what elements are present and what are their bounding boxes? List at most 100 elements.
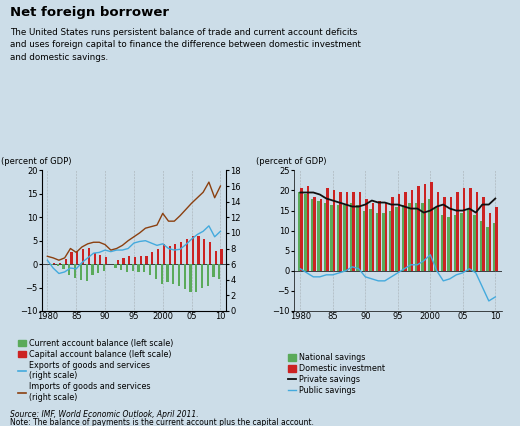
Bar	[88, 248, 90, 264]
Bar	[64, 259, 67, 264]
Bar	[74, 264, 76, 278]
Bar	[151, 252, 153, 264]
Bar	[180, 242, 182, 264]
Bar	[155, 264, 157, 279]
Bar	[450, 196, 452, 271]
Text: Source: IMF, World Economic Outlook, April 2011.: Source: IMF, World Economic Outlook, Apr…	[10, 410, 199, 419]
Bar	[395, 207, 398, 271]
Bar	[313, 196, 316, 271]
Bar	[441, 215, 443, 271]
Bar	[447, 216, 450, 271]
Bar	[122, 259, 125, 264]
Bar	[428, 199, 430, 271]
Bar	[352, 193, 355, 271]
Bar	[337, 204, 339, 271]
Bar	[189, 264, 191, 292]
Bar	[343, 204, 346, 271]
Bar	[128, 256, 131, 264]
Bar	[209, 242, 211, 264]
Bar	[114, 264, 116, 268]
Bar	[92, 264, 94, 275]
Bar	[417, 187, 420, 271]
Bar	[94, 253, 96, 264]
Bar	[166, 264, 168, 282]
Bar	[376, 213, 378, 271]
Bar	[320, 199, 322, 271]
Bar	[467, 209, 469, 271]
Bar	[356, 204, 359, 271]
Bar	[76, 250, 79, 264]
Bar	[215, 251, 217, 264]
Bar	[372, 202, 374, 271]
Bar	[369, 209, 372, 271]
Bar	[363, 210, 365, 271]
Bar	[456, 193, 459, 271]
Bar	[382, 213, 385, 271]
Bar	[317, 201, 320, 271]
Bar	[201, 264, 203, 288]
Bar	[298, 193, 300, 271]
Bar	[57, 264, 59, 265]
Bar	[149, 264, 151, 275]
Bar	[116, 260, 119, 264]
Bar	[163, 245, 165, 264]
Bar	[186, 239, 188, 264]
Bar	[51, 264, 53, 265]
Bar	[103, 264, 105, 271]
Bar	[454, 215, 456, 271]
Bar	[68, 264, 70, 275]
Bar	[161, 264, 163, 284]
Bar	[482, 196, 485, 271]
Bar	[339, 193, 342, 271]
Bar	[86, 264, 88, 281]
Bar	[207, 264, 209, 286]
Bar	[415, 202, 417, 271]
Bar	[53, 263, 55, 264]
Bar	[408, 202, 411, 271]
Bar	[307, 187, 309, 271]
Bar	[62, 264, 64, 269]
Bar	[140, 256, 142, 264]
Bar	[385, 202, 387, 271]
Bar	[304, 195, 307, 271]
Bar	[460, 213, 463, 271]
Bar	[300, 188, 303, 271]
Bar	[172, 264, 174, 284]
Bar	[82, 249, 84, 264]
Bar	[99, 255, 101, 264]
Bar	[168, 246, 171, 264]
Bar	[198, 236, 200, 264]
Bar	[132, 264, 134, 271]
Bar	[476, 193, 478, 271]
Legend: National savings, Domestic investment, Private savings, Public savings: National savings, Domestic investment, P…	[285, 350, 388, 399]
Bar	[134, 256, 136, 264]
Bar	[434, 207, 437, 271]
Text: (percent of GDP): (percent of GDP)	[1, 157, 71, 166]
Bar	[430, 182, 433, 271]
Bar	[213, 264, 215, 277]
Bar	[178, 264, 180, 286]
Bar	[486, 227, 489, 271]
Bar	[184, 264, 186, 289]
Bar	[143, 264, 146, 272]
Text: The United States runs persistent balance of trade and current account deficits
: The United States runs persistent balanc…	[10, 28, 361, 62]
Bar	[473, 215, 476, 271]
Bar	[389, 210, 391, 271]
Bar	[59, 263, 61, 264]
Legend: Current account balance (left scale), Capital account balance (left scale), Expo: Current account balance (left scale), Ca…	[15, 336, 176, 405]
Bar	[326, 188, 329, 271]
Bar	[378, 201, 381, 271]
Bar	[218, 264, 220, 279]
Bar	[137, 264, 140, 272]
Text: Net foreign borrower: Net foreign borrower	[10, 6, 170, 20]
Bar	[489, 213, 491, 271]
Bar	[311, 199, 313, 271]
Text: (percent of GDP): (percent of GDP)	[256, 157, 327, 166]
Bar	[220, 249, 223, 264]
Bar	[146, 256, 148, 264]
Bar	[469, 188, 472, 271]
Bar	[350, 202, 352, 271]
Bar	[365, 199, 368, 271]
Bar	[346, 193, 348, 271]
Bar	[463, 188, 465, 271]
